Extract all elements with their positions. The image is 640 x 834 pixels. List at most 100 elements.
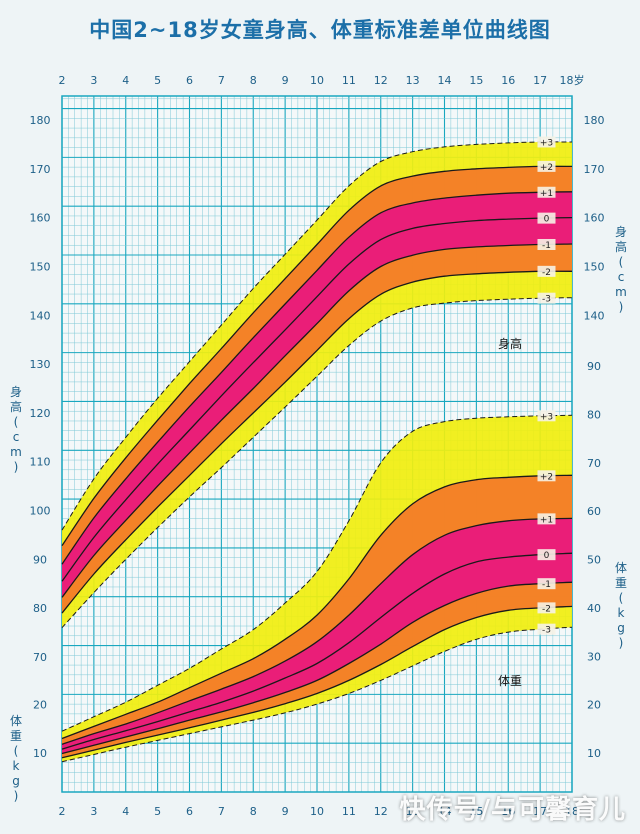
x-tick-label-top: 11 bbox=[342, 74, 356, 87]
weight-left-tick-label: 10 bbox=[33, 747, 47, 760]
height-series-line-plus2 bbox=[61, 165, 573, 547]
x-tick-label-bottom: 14 bbox=[438, 805, 452, 818]
x-tick-label-top: 18岁 bbox=[560, 73, 585, 87]
weight-sd-label-minus1: -1 bbox=[542, 580, 551, 590]
height-left-tick-label: 90 bbox=[33, 553, 47, 566]
height-left-tick-label: 110 bbox=[30, 456, 51, 469]
weight-series-line-minus1 bbox=[61, 581, 573, 755]
weight-left-tick-label: 20 bbox=[33, 699, 47, 712]
height-right-tick-label: 170 bbox=[584, 163, 605, 176]
weight-band-inner bbox=[62, 518, 572, 754]
height-axis-title-right: 身高(c m) bbox=[615, 224, 627, 314]
height-series-line-minus2 bbox=[61, 270, 573, 614]
weight-right-tick-label: 20 bbox=[587, 699, 601, 712]
weight-right-tick-label: 30 bbox=[587, 650, 601, 663]
weight-sd-label-minus3: -3 bbox=[542, 626, 551, 636]
weight-sd-label-bg bbox=[537, 513, 556, 525]
weight-right-tick-label: 40 bbox=[587, 602, 601, 615]
x-tick-label-top: 5 bbox=[154, 74, 161, 87]
x-tick-label-top: 10 bbox=[310, 74, 324, 87]
x-tick-label-top: 3 bbox=[90, 74, 97, 87]
x-tick-label-top: 14 bbox=[438, 74, 452, 87]
height-right-tick-label: 180 bbox=[584, 114, 605, 127]
weight-right-tick-label: 10 bbox=[587, 747, 601, 760]
weight-sd-label-bg bbox=[537, 602, 556, 614]
weight-series-line-plus2 bbox=[61, 474, 573, 740]
height-sd-label-minus3: -3 bbox=[542, 295, 551, 305]
x-tick-label-bottom: 9 bbox=[282, 805, 289, 818]
x-tick-label-bottom: 15 bbox=[469, 805, 483, 818]
watermark-text: 快传号/与可馨育儿 bbox=[399, 795, 626, 825]
chart-title: 中国2~18岁女童身高、体重标准差单位曲线图 bbox=[89, 18, 551, 42]
height-sd-label-plus3: +3 bbox=[540, 138, 553, 148]
height-right-tick-label: 150 bbox=[584, 260, 605, 273]
height-sd-label-minus2: -2 bbox=[542, 268, 551, 278]
height-sd-label-bg bbox=[537, 265, 556, 277]
x-tick-label-bottom: 4 bbox=[122, 805, 129, 818]
x-tick-label-top: 17 bbox=[533, 74, 547, 87]
weight-axis-title-left: 体重(k g) bbox=[10, 714, 22, 803]
weight-series-line-plus1 bbox=[61, 517, 573, 745]
weight-sd-label-bg bbox=[537, 623, 556, 635]
x-tick-label-top: 16 bbox=[501, 74, 515, 87]
x-tick-label-bottom: 8 bbox=[250, 805, 257, 818]
x-tick-label-bottom: 7 bbox=[218, 805, 225, 818]
x-tick-label-top: 4 bbox=[122, 74, 129, 87]
weight-axis-title-right: 体重(k g) bbox=[615, 561, 627, 650]
weight-sd-label-minus2: -2 bbox=[542, 604, 551, 614]
height-sd-label-minus1: -1 bbox=[542, 241, 551, 251]
weight-sd-label-plus2: +2 bbox=[540, 472, 553, 482]
height-left-tick-label: 150 bbox=[30, 260, 51, 273]
weight-right-tick-label: 80 bbox=[587, 408, 601, 421]
height-axis-title-left: 身高(c m) bbox=[10, 384, 22, 474]
height-right-tick-label: 160 bbox=[584, 212, 605, 225]
height-left-tick-label: 160 bbox=[30, 212, 51, 225]
x-tick-label-top: 2 bbox=[59, 74, 66, 87]
x-tick-label-bottom: 17 bbox=[533, 805, 547, 818]
weight-series-line-minus3 bbox=[61, 626, 573, 763]
height-sd-label-bg bbox=[537, 186, 556, 198]
weight-sd-label-plus3: +3 bbox=[540, 412, 553, 422]
weight-sd-label-bg bbox=[537, 578, 556, 590]
weight-panel-label: 体重 bbox=[498, 674, 522, 688]
height-left-tick-label: 80 bbox=[33, 602, 47, 615]
weight-sd-label-bg bbox=[537, 549, 556, 561]
height-left-tick-label: 120 bbox=[30, 407, 51, 420]
height-left-tick-label: 100 bbox=[30, 505, 51, 518]
height-left-tick-label: 140 bbox=[30, 309, 51, 322]
height-series-line-minus1 bbox=[61, 243, 573, 598]
x-tick-label-top: 9 bbox=[282, 74, 289, 87]
weight-series-line-0 bbox=[61, 552, 573, 750]
height-sd-label-bg bbox=[537, 238, 556, 250]
x-tick-label-top: 12 bbox=[374, 74, 388, 87]
x-tick-label-top: 8 bbox=[250, 74, 257, 87]
height-sd-label-bg bbox=[537, 136, 556, 148]
x-tick-label-bottom: 6 bbox=[186, 805, 193, 818]
x-tick-label-bottom: 11 bbox=[342, 805, 356, 818]
x-tick-label-bottom: 13 bbox=[406, 805, 420, 818]
x-tick-label-top: 13 bbox=[406, 74, 420, 87]
height-band-inner bbox=[62, 191, 572, 598]
weight-series-line-plus3 bbox=[61, 414, 573, 732]
x-tick-label-top: 6 bbox=[186, 74, 193, 87]
x-tick-label-bottom: 2 bbox=[59, 805, 66, 818]
weight-right-tick-label: 70 bbox=[587, 457, 601, 470]
height-left-tick-label: 70 bbox=[33, 651, 47, 664]
height-left-tick-label: 130 bbox=[30, 358, 51, 371]
height-series-line-plus1 bbox=[61, 191, 573, 565]
weight-right-tick-label: 90 bbox=[587, 360, 601, 373]
weight-sd-label-0: 0 bbox=[544, 551, 550, 561]
weight-right-tick-label: 50 bbox=[587, 554, 601, 567]
height-sd-label-bg bbox=[537, 212, 556, 224]
x-tick-label-bottom: 10 bbox=[310, 805, 324, 818]
x-tick-label-bottom: 12 bbox=[374, 805, 388, 818]
x-tick-label-bottom: 18 bbox=[565, 805, 579, 818]
height-right-tick-label: 140 bbox=[584, 309, 605, 322]
x-tick-label-top: 15 bbox=[469, 74, 483, 87]
weight-sd-label-bg bbox=[537, 470, 556, 482]
height-left-tick-label: 180 bbox=[30, 114, 51, 127]
weight-sd-label-plus1: +1 bbox=[540, 515, 553, 525]
height-sd-label-bg bbox=[537, 160, 556, 172]
